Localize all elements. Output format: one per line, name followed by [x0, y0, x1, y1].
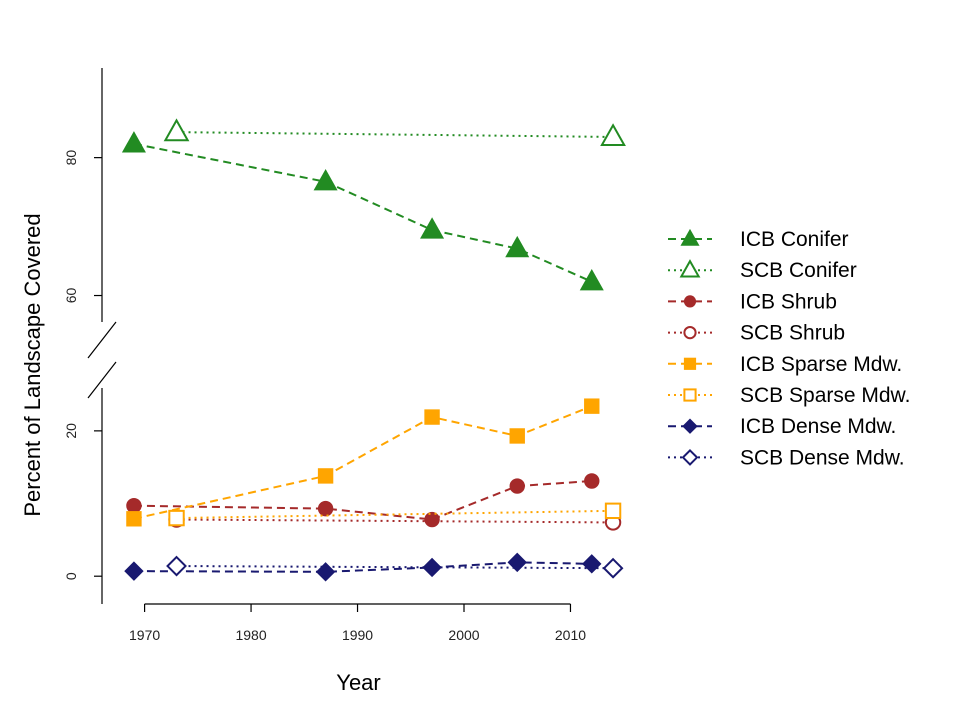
x-tick-label: 1980: [235, 627, 266, 643]
x-ticks: 1970 1980 1990 2000 2010: [129, 604, 586, 643]
series-layer: [121, 118, 626, 582]
series-icb-shrub: [126, 473, 600, 528]
legend-marker: [683, 357, 697, 370]
series-icb-dense-mdw: [124, 552, 602, 582]
data-point: [604, 502, 622, 520]
series-scb-dense-mdw: [166, 555, 624, 579]
axis-break-mark: [87, 361, 117, 399]
y-tick-label: 80: [63, 150, 79, 166]
legend-item: SCB Sparse Mdw.: [668, 384, 910, 407]
series-icb-conifer: [121, 131, 604, 291]
data-point: [579, 269, 604, 291]
data-point: [315, 562, 336, 582]
legend-label: ICB Shrub: [740, 290, 837, 313]
data-point: [600, 123, 626, 147]
y-tick-label: 0: [63, 572, 79, 580]
x-tick-label: 2010: [555, 627, 586, 643]
data-point: [168, 509, 185, 527]
legend-item: ICB Shrub: [668, 290, 837, 313]
axis-break-mark: [87, 321, 117, 359]
y-axis-title: Percent of Landscape Covered: [20, 213, 45, 516]
legend-label: SCB Conifer: [740, 259, 857, 282]
data-point: [121, 131, 146, 153]
data-point: [124, 561, 144, 581]
series-line: [133, 142, 593, 283]
legend-marker: [679, 259, 701, 278]
legend-item: SCB Dense Mdw.: [668, 446, 905, 469]
legend-label: ICB Dense Mdw.: [740, 415, 896, 438]
legend-item: SCB Conifer: [668, 259, 857, 282]
data-point: [582, 554, 602, 574]
data-point: [166, 555, 187, 577]
y-tick-label: 20: [63, 423, 79, 439]
legend-item: ICB Conifer: [668, 228, 849, 251]
data-point: [126, 498, 142, 514]
legend-label: ICB Sparse Mdw.: [740, 353, 902, 376]
legend-item: SCB Shrub: [668, 322, 845, 345]
legend-marker: [683, 326, 697, 340]
legend-item: ICB Sparse Mdw.: [668, 353, 902, 376]
legend-label: ICB Conifer: [740, 228, 849, 251]
data-point: [507, 552, 527, 573]
series-scb-conifer: [163, 118, 626, 147]
y-tick-label: 60: [63, 288, 79, 304]
legend: ICB Conifer SCB Conifer ICB Shrub SCB Shrub…: [668, 228, 910, 469]
data-point: [509, 428, 525, 444]
series-line: [176, 509, 614, 520]
series-line: [176, 131, 614, 138]
data-point: [420, 217, 445, 239]
legend-marker: [683, 295, 697, 308]
legend-marker: [681, 448, 699, 466]
y-ticks: 0 20 60 80: [63, 150, 102, 580]
data-point: [313, 169, 338, 191]
legend-marker: [680, 228, 700, 246]
data-point: [424, 409, 440, 425]
x-tick-label: 1970: [129, 627, 160, 643]
series-line: [133, 561, 592, 573]
legend-item: ICB Dense Mdw.: [668, 415, 896, 438]
data-point: [317, 468, 334, 484]
x-tick-label: 2000: [448, 627, 479, 643]
legend-marker: [682, 418, 698, 434]
data-point: [422, 557, 442, 578]
data-point: [584, 473, 600, 489]
data-point: [584, 398, 600, 414]
legend-marker: [683, 388, 697, 402]
series-line: [133, 405, 593, 520]
series-line: [176, 565, 614, 570]
legend-label: SCB Shrub: [740, 322, 845, 345]
x-tick-label: 1990: [342, 627, 373, 643]
data-point: [126, 511, 142, 527]
series-scb-sparse-mdw: [168, 502, 622, 527]
series-line: [176, 518, 614, 524]
data-point: [424, 511, 440, 528]
series-icb-sparse-mdw: [126, 398, 600, 527]
data-point: [509, 478, 525, 494]
data-point: [602, 557, 624, 579]
data-point: [163, 118, 190, 142]
data-point: [505, 235, 530, 258]
legend-label: SCB Dense Mdw.: [740, 446, 905, 469]
legend-label: SCB Sparse Mdw.: [740, 384, 910, 407]
data-point: [317, 500, 334, 517]
x-axis-title: Year: [336, 670, 380, 695]
